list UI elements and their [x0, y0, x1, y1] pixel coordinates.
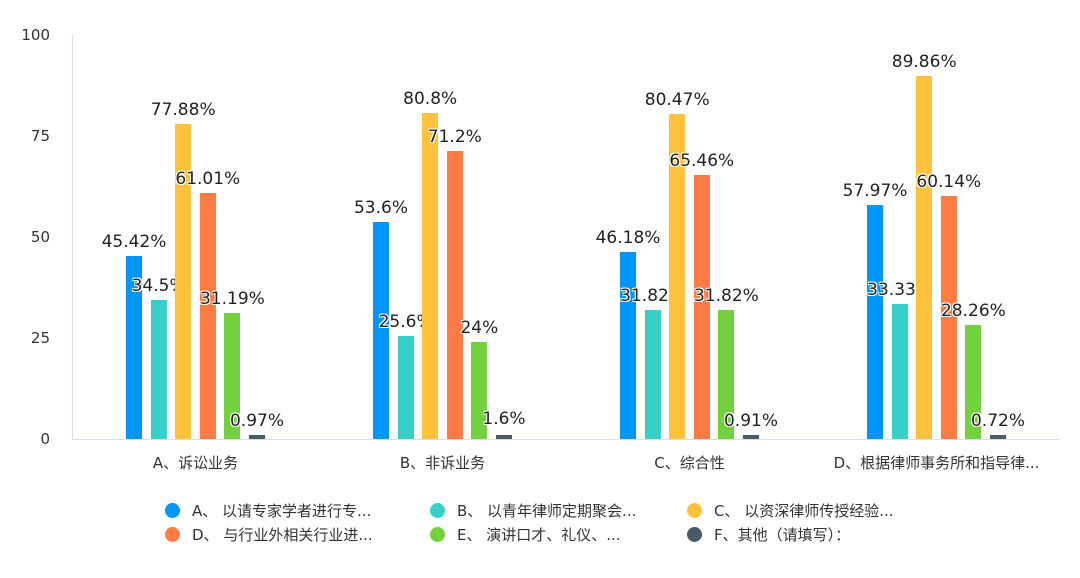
bar-value-label: 71.2%: [427, 127, 482, 148]
legend-label: B、 以青年律师定期聚会...: [457, 502, 637, 520]
bar[interactable]: [422, 112, 439, 439]
legend-label: C、 以资深律师传授经验...: [714, 502, 894, 520]
x-axis-line: [72, 439, 1060, 440]
bar[interactable]: [669, 113, 686, 439]
bar[interactable]: [867, 204, 883, 439]
bar-value-label: 57.97%: [842, 180, 908, 201]
bar-value-label: 80.47%: [644, 89, 710, 110]
bar[interactable]: [373, 222, 389, 439]
bar-value-label: 0.91%: [723, 411, 779, 431]
bar[interactable]: [397, 335, 414, 439]
bar[interactable]: [471, 342, 488, 439]
bar[interactable]: [718, 310, 735, 439]
bar-value-label: 45.42%: [101, 231, 167, 252]
bar[interactable]: [990, 435, 1006, 439]
bar[interactable]: [693, 174, 710, 439]
y-tick-label: 75: [30, 127, 50, 145]
y-tick-label: 25: [30, 329, 50, 347]
legend-item[interactable]: B、 以青年律师定期聚会...: [430, 500, 636, 521]
bar-value-label: 31.19%: [199, 288, 265, 309]
bar[interactable]: [891, 304, 908, 439]
legend-dot-icon: [430, 503, 445, 518]
bar[interactable]: [175, 124, 192, 439]
bar-value-label: 24%: [460, 318, 499, 339]
bar-value-label: 46.18%: [595, 228, 661, 249]
legend-label: D、 与行业外相关行业进...: [192, 526, 373, 544]
bar-value-label: 60.14%: [916, 172, 982, 193]
bar-value-label: 28.26%: [940, 300, 1006, 321]
legend-item[interactable]: A、 以请专家学者进行专...: [165, 500, 371, 521]
bar-value-label: 31.82%: [693, 286, 759, 307]
legend-label: A、 以请专家学者进行专...: [192, 502, 372, 520]
bar[interactable]: [126, 255, 142, 439]
bar-value-label: 33.33%: [867, 280, 933, 301]
legend-label: F、其他（请填写）：: [714, 526, 851, 544]
legend-item[interactable]: D、 与行业外相关行业进...: [165, 524, 373, 545]
bar-value-label: 31.82%: [620, 286, 686, 307]
y-tick-label: 0: [40, 430, 50, 448]
legend-dot-icon: [430, 527, 445, 542]
bar-value-label: 77.88%: [150, 100, 216, 121]
bar[interactable]: [446, 151, 463, 439]
bar[interactable]: [224, 312, 241, 439]
x-tick-label: A、诉讼业务: [152, 454, 239, 472]
legend-item[interactable]: E、 演讲口才、礼仪、...: [430, 524, 621, 545]
bar[interactable]: [199, 192, 216, 439]
bar-value-label: 1.6%: [482, 408, 526, 429]
legend-item[interactable]: F、其他（请填写）：: [687, 524, 850, 545]
y-axis-line: [72, 35, 73, 439]
x-tick-label: C、综合性: [654, 454, 725, 472]
bar-value-label: 89.86%: [891, 51, 957, 72]
legend-item[interactable]: C、 以资深律师传授经验...: [687, 500, 894, 521]
legend-dot-icon: [165, 503, 180, 518]
legend-dot-icon: [687, 527, 702, 542]
legend-dot-icon: [165, 527, 180, 542]
bar[interactable]: [620, 252, 636, 439]
legend-dot-icon: [687, 503, 702, 518]
bar-value-label: 80.8%: [403, 88, 458, 109]
y-tick-label: 50: [30, 228, 50, 246]
bar-value-label: 61.01%: [175, 168, 241, 189]
bar[interactable]: [644, 310, 661, 439]
bar[interactable]: [249, 435, 265, 439]
bar[interactable]: [916, 75, 933, 439]
bar-value-label: 53.6%: [353, 198, 409, 219]
bar[interactable]: [743, 435, 759, 439]
bar-value-label: 0.97%: [229, 411, 285, 431]
bar[interactable]: [150, 299, 167, 439]
bar-value-label: 65.46%: [669, 150, 735, 171]
x-tick-label: D、根据律师事务所和指导律...: [833, 454, 1040, 472]
legend-label: E、 演讲口才、礼仪、...: [457, 526, 621, 544]
bar[interactable]: [940, 196, 957, 439]
bar[interactable]: [965, 324, 982, 439]
x-tick-label: B、非诉业务: [399, 454, 486, 472]
bar-value-label: 25.6%: [378, 311, 433, 332]
y-tick-label: 100: [21, 26, 50, 44]
bar-value-label: 0.72%: [970, 411, 1026, 431]
bar-value-label: 34.5%: [131, 275, 186, 296]
bar[interactable]: [496, 435, 512, 439]
